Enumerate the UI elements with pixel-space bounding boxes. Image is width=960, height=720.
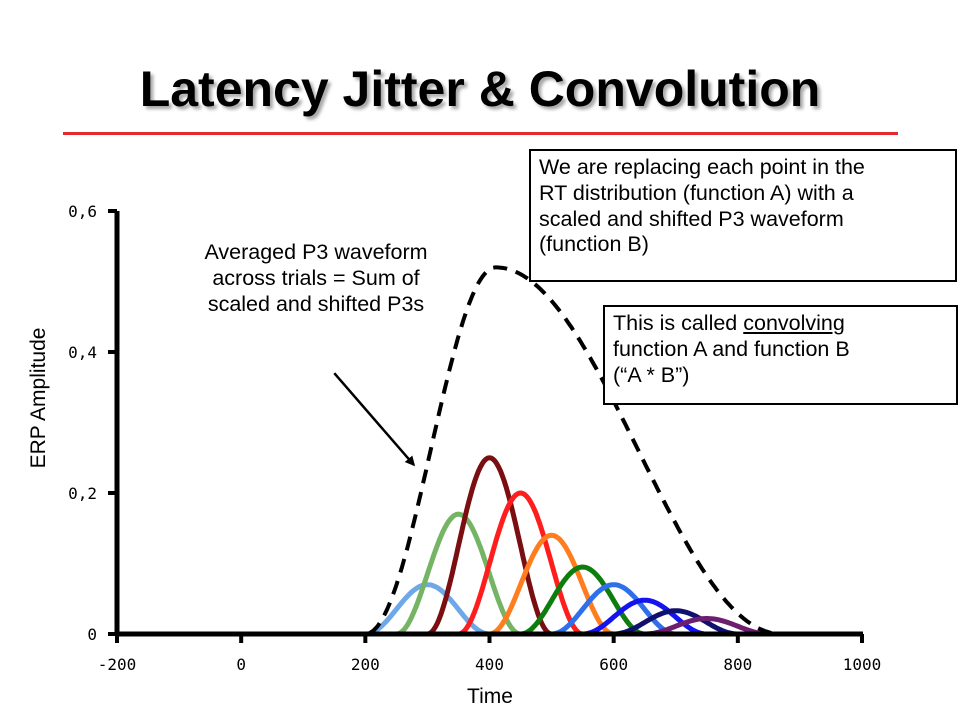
box-line: (“A * B”): [613, 362, 690, 387]
box-line: This is called convolving: [613, 311, 948, 337]
y-ticks: 0 0,2 0,4 0,6: [68, 202, 117, 644]
title-rule: [63, 132, 898, 135]
x-tick-label: -200: [98, 655, 137, 674]
box-text: This is called: [613, 311, 744, 335]
replacement-explanation-box: We are replacing each point in the RT di…: [529, 149, 957, 282]
averaged-p3-dashed-curve: [117, 265, 799, 636]
y-tick-label: 0,4: [68, 343, 97, 362]
annotation-line: across trials = Sum of: [212, 265, 420, 290]
y-tick-label: 0,6: [68, 202, 97, 221]
box-line: scaled and shifted P3 waveform: [539, 206, 844, 231]
x-ticks: -200 0 200 400 600 800 1000: [98, 634, 882, 674]
x-tick-label: 600: [599, 655, 628, 674]
box-line: function A and function B: [613, 336, 850, 361]
annotation-line: Averaged P3 waveform: [204, 240, 428, 264]
x-tick-label: 200: [351, 655, 380, 674]
x-tick-label: 400: [475, 655, 504, 674]
y-axis-label: ERP Amplitude: [27, 328, 50, 469]
y-tick-label: 0,2: [68, 484, 97, 503]
p3-waveform-1: [117, 582, 799, 637]
x-axis-label: Time: [467, 685, 513, 708]
convolving-term: convolving: [743, 311, 845, 335]
averaged-waveform-annotation: Averaged P3 waveform across trials = Sum…: [160, 240, 472, 317]
convolution-definition-box: This is called convolving function A and…: [603, 305, 958, 405]
y-tick-label: 0: [87, 625, 97, 644]
x-tick-label: 800: [723, 655, 752, 674]
box-line: RT distribution (function A) with a: [539, 180, 854, 205]
annotation-line: scaled and shifted P3s: [207, 291, 425, 316]
box-line: We are replacing each point in the: [539, 155, 865, 179]
x-tick-label: 0: [236, 655, 246, 674]
p3-waveforms: [117, 455, 799, 637]
p3-waveform-6: [117, 564, 799, 637]
box-line: (function B): [539, 232, 649, 257]
annotation-arrow: [333, 372, 416, 467]
slide-title: Latency Jitter & Convolution: [139, 61, 821, 117]
x-tick-label: 1000: [843, 655, 882, 674]
